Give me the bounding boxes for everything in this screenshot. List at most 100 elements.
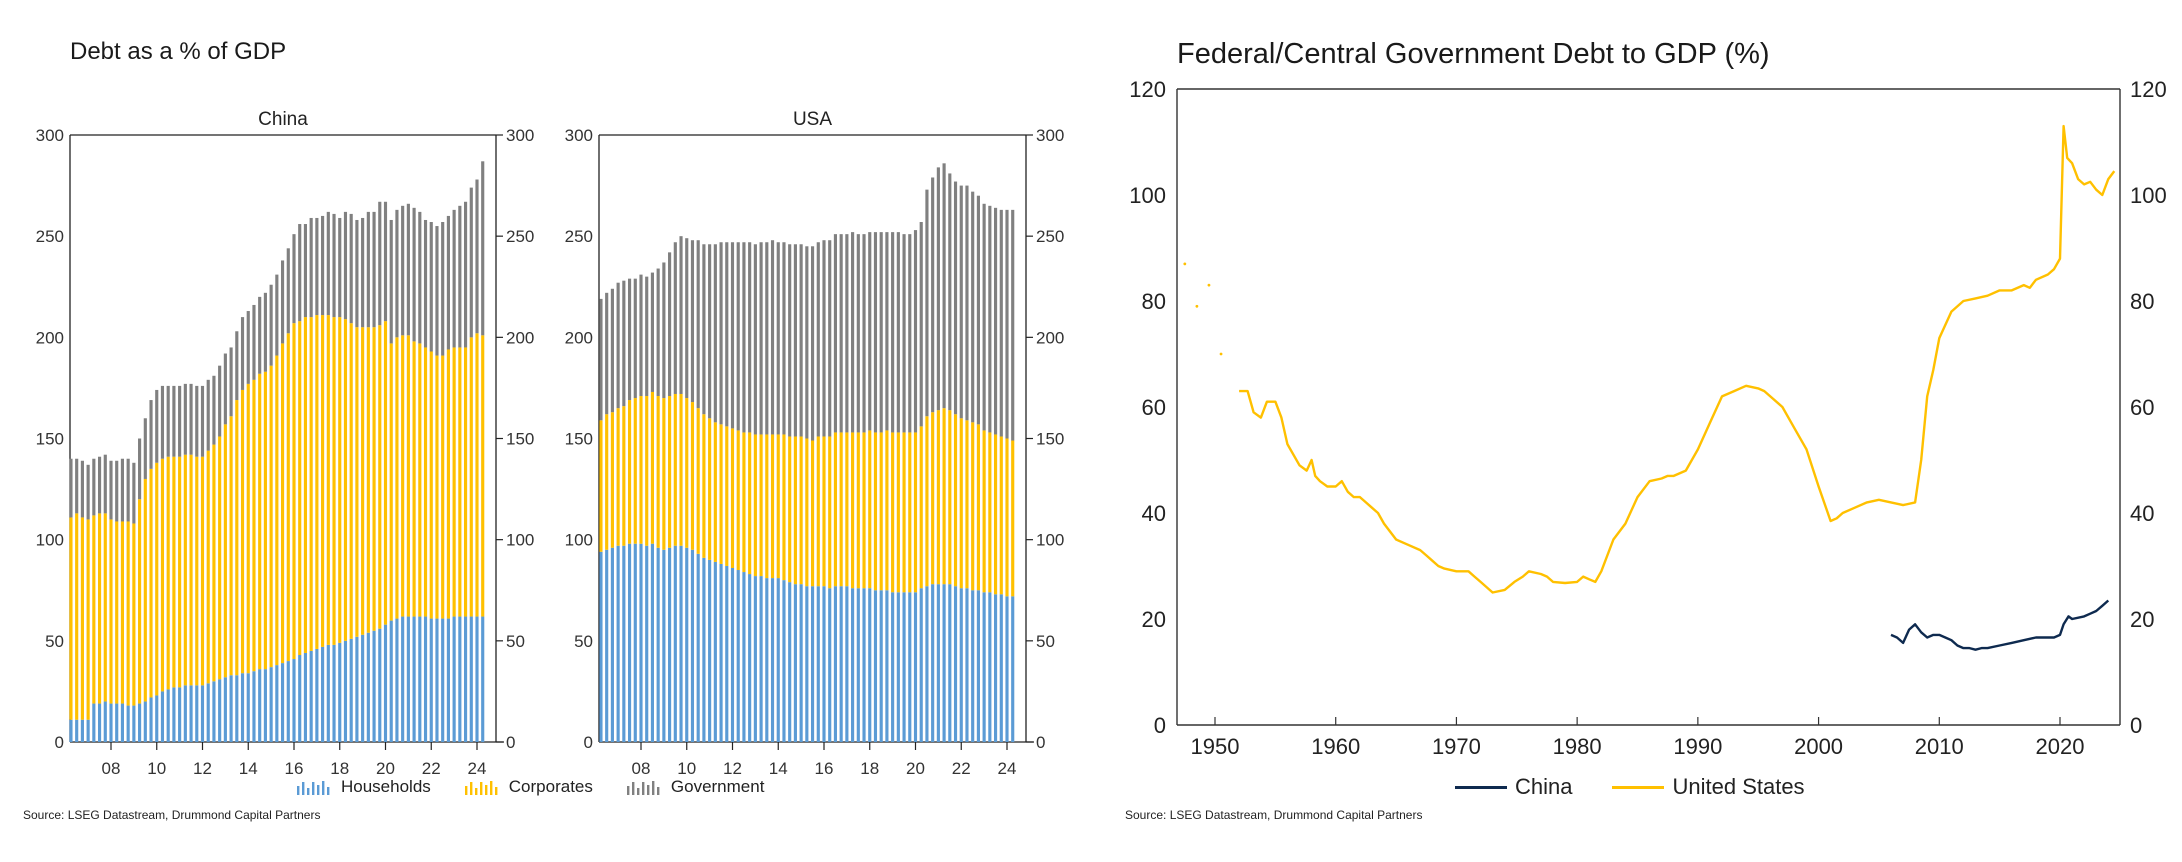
y-tick-label-right: 50 xyxy=(1036,632,1055,651)
bar-government xyxy=(378,201,382,326)
bar-households xyxy=(446,618,450,742)
bar-households xyxy=(441,618,445,742)
legend-item-china[interactable]: China xyxy=(1455,774,1572,800)
bar-corporates xyxy=(913,432,918,593)
bar-households xyxy=(92,703,96,742)
bar-government xyxy=(349,213,353,324)
bar-households xyxy=(383,624,388,742)
bar-households xyxy=(805,586,809,742)
bar-corporates xyxy=(475,333,479,617)
x-tick-label: 18 xyxy=(330,759,349,778)
bar-households xyxy=(942,584,946,742)
bar-government xyxy=(469,187,473,338)
bar-government xyxy=(389,219,393,344)
china-series-line xyxy=(1890,599,2110,651)
bar-corporates xyxy=(839,432,843,587)
bar-government xyxy=(292,234,296,324)
bar-corporates xyxy=(263,371,267,670)
bar-households xyxy=(953,586,958,742)
bar-corporates xyxy=(452,347,456,617)
bar-government xyxy=(673,242,677,394)
bar-corporates xyxy=(936,410,940,585)
bar-households xyxy=(338,642,342,742)
bar-government xyxy=(748,242,752,433)
bar-government xyxy=(149,400,153,469)
y-tick-label-right: 60 xyxy=(2130,395,2154,420)
bar-corporates xyxy=(326,315,330,645)
bar-households xyxy=(315,648,319,742)
y-tick-label-left: 50 xyxy=(574,632,593,651)
bar-corporates xyxy=(902,432,906,593)
bar-government xyxy=(685,238,689,399)
bar-households xyxy=(326,644,330,742)
bar-households xyxy=(782,580,786,742)
bar-corporates xyxy=(627,400,632,544)
bar-government xyxy=(103,454,107,514)
bar-households xyxy=(126,705,130,742)
bar-households xyxy=(730,567,735,742)
bar-government xyxy=(902,234,906,433)
bar-corporates xyxy=(160,458,165,692)
bar-government xyxy=(936,167,940,411)
bar-government xyxy=(280,260,285,344)
bar-corporates xyxy=(696,408,700,554)
bar-households xyxy=(708,559,712,742)
bar-corporates xyxy=(782,434,786,581)
bar-corporates xyxy=(942,408,946,585)
bar-corporates xyxy=(993,434,998,595)
bar-corporates xyxy=(206,450,210,684)
bar-government xyxy=(315,217,319,316)
bar-corporates xyxy=(189,454,193,686)
bar-corporates xyxy=(856,432,860,589)
bar-corporates xyxy=(183,454,187,686)
bar-households xyxy=(343,640,348,742)
y-tick-label-left: 60 xyxy=(1142,395,1166,420)
x-tick-label: 20 xyxy=(906,759,925,778)
legend-item-united-states[interactable]: United States xyxy=(1612,774,1805,800)
x-tick-label: 2000 xyxy=(1794,734,1843,759)
bar-households xyxy=(896,592,900,742)
legend-item-government[interactable]: Government xyxy=(625,777,764,797)
x-tick-label: 16 xyxy=(285,759,304,778)
bar-households xyxy=(925,586,929,742)
bar-government xyxy=(770,240,775,435)
bar-households xyxy=(719,563,723,742)
bar-corporates xyxy=(446,349,450,619)
legend-item-corporates[interactable]: Corporates xyxy=(463,777,593,797)
y-tick-label-left: 200 xyxy=(36,328,64,347)
bar-corporates xyxy=(851,432,855,589)
bar-corporates xyxy=(418,343,422,617)
bar-government xyxy=(97,456,102,514)
bar-households xyxy=(833,586,838,742)
bar-government xyxy=(195,385,199,457)
bar-households xyxy=(685,547,689,742)
bar-government xyxy=(919,222,923,427)
bar-households xyxy=(816,586,820,742)
y-tick-label-right: 50 xyxy=(506,632,525,651)
bar-households xyxy=(406,616,410,742)
bar-corporates xyxy=(355,327,359,637)
bar-government xyxy=(993,207,998,435)
bar-corporates xyxy=(948,410,952,585)
panel-subtitle: USA xyxy=(793,109,832,130)
bar-households xyxy=(258,669,262,742)
bar-households xyxy=(839,586,843,742)
bar-government xyxy=(913,230,918,433)
x-tick-label: 14 xyxy=(769,759,788,778)
bar-corporates xyxy=(458,347,462,617)
legend-item-households[interactable]: Households xyxy=(295,777,431,797)
bar-government xyxy=(999,209,1003,437)
bar-government xyxy=(286,248,290,334)
bar-corporates xyxy=(280,343,285,664)
bar-government xyxy=(160,385,165,459)
bar-government xyxy=(126,458,130,522)
bar-corporates xyxy=(235,400,239,676)
y-tick-label-left: 50 xyxy=(45,632,64,651)
bar-corporates xyxy=(822,436,826,587)
bar-households xyxy=(616,545,620,742)
united-states-isolated-point xyxy=(1219,352,1223,356)
bar-households xyxy=(1005,596,1009,742)
bar-households xyxy=(725,565,729,742)
bar-government xyxy=(229,347,233,417)
